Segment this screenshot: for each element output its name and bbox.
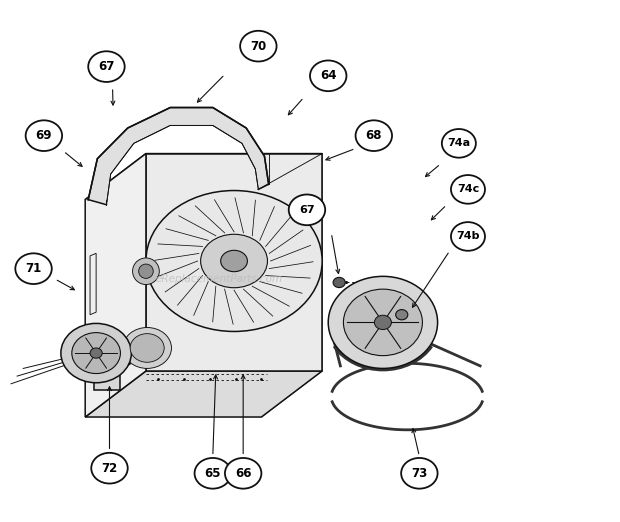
Text: 65: 65 xyxy=(205,467,221,480)
Text: 72: 72 xyxy=(101,461,118,474)
Ellipse shape xyxy=(123,327,172,369)
Ellipse shape xyxy=(130,334,164,362)
Circle shape xyxy=(310,61,347,91)
Circle shape xyxy=(442,129,476,158)
Ellipse shape xyxy=(328,276,438,369)
Circle shape xyxy=(396,310,408,320)
Text: 68: 68 xyxy=(366,129,382,142)
Circle shape xyxy=(451,175,485,204)
Text: 67: 67 xyxy=(299,205,315,215)
Ellipse shape xyxy=(201,234,267,288)
Text: 66: 66 xyxy=(235,467,252,480)
Polygon shape xyxy=(94,371,120,390)
Circle shape xyxy=(16,253,51,284)
Ellipse shape xyxy=(133,258,159,284)
Circle shape xyxy=(88,51,125,82)
Circle shape xyxy=(289,195,325,225)
Polygon shape xyxy=(85,153,322,199)
Circle shape xyxy=(355,121,392,151)
Text: 71: 71 xyxy=(25,262,42,275)
Circle shape xyxy=(451,222,485,251)
Text: 69: 69 xyxy=(35,129,52,142)
Polygon shape xyxy=(94,363,131,371)
Circle shape xyxy=(25,121,62,151)
Text: 74b: 74b xyxy=(456,231,480,242)
Circle shape xyxy=(401,458,438,489)
Text: 74a: 74a xyxy=(447,138,471,148)
Text: 74c: 74c xyxy=(457,184,479,194)
Circle shape xyxy=(91,453,128,483)
Polygon shape xyxy=(85,371,322,417)
Ellipse shape xyxy=(139,264,153,278)
Circle shape xyxy=(195,458,231,489)
Polygon shape xyxy=(262,153,322,417)
Polygon shape xyxy=(85,153,146,417)
Polygon shape xyxy=(146,153,322,371)
Text: eReplacementParts.com: eReplacementParts.com xyxy=(155,274,283,284)
Ellipse shape xyxy=(72,333,120,374)
Text: 67: 67 xyxy=(98,60,115,73)
Circle shape xyxy=(374,315,391,329)
Circle shape xyxy=(225,458,262,489)
Ellipse shape xyxy=(61,324,131,383)
Text: 70: 70 xyxy=(250,40,267,53)
Ellipse shape xyxy=(343,289,422,355)
Polygon shape xyxy=(88,108,268,205)
Circle shape xyxy=(333,277,345,288)
Ellipse shape xyxy=(146,191,322,331)
Text: 64: 64 xyxy=(320,69,337,82)
Circle shape xyxy=(240,31,277,62)
Ellipse shape xyxy=(221,251,247,271)
Circle shape xyxy=(90,348,102,358)
Text: 73: 73 xyxy=(411,467,428,480)
